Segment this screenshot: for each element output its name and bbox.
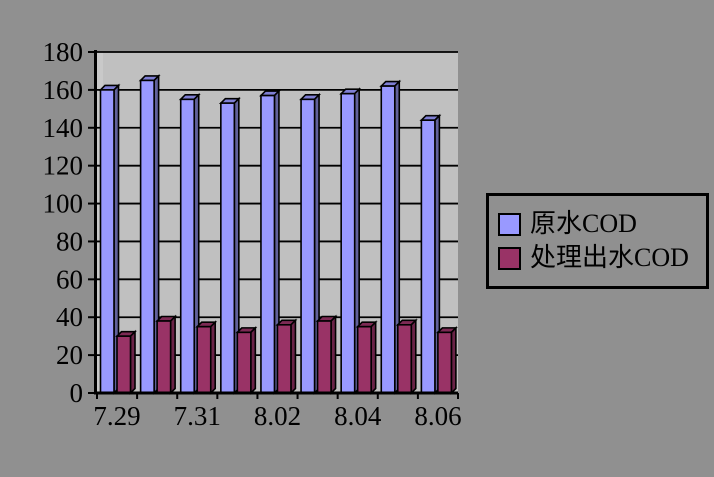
svg-text:160: 160 [43,75,84,105]
svg-text:180: 180 [43,37,84,67]
svg-text:8.04: 8.04 [334,401,382,431]
svg-text:7.29: 7.29 [93,401,140,431]
svg-text:140: 140 [43,113,84,143]
bars-series-0 [98,73,442,395]
chart-legend: 原水COD 处理出水COD [486,193,709,289]
svg-text:100: 100 [43,189,84,219]
y-tick-labels: 0 20 40 60 80 100 120 140 160 180 [43,37,84,408]
x-axis [94,391,459,399]
svg-text:80: 80 [56,226,83,256]
svg-text:20: 20 [56,340,83,370]
svg-text:7.31: 7.31 [174,401,221,431]
legend-item-treated-water-cod: 处理出水COD [498,245,706,271]
legend-swatch-treated-water-cod [498,246,521,270]
legend-swatch-raw-water-cod [498,212,521,236]
legend-label-treated-water-cod: 处理出水COD [530,243,689,272]
svg-text:8.06: 8.06 [414,401,461,431]
x-tick-labels: 7.29 7.31 8.02 8.04 8.06 [93,401,461,431]
bars-series-1 [115,314,458,395]
legend-item-raw-water-cod: 原水COD [498,211,706,237]
svg-text:120: 120 [43,151,84,181]
y-axis [88,50,97,394]
svg-text:0: 0 [70,378,84,408]
svg-text:40: 40 [56,302,83,332]
svg-text:60: 60 [56,264,83,294]
svg-text:8.02: 8.02 [254,401,301,431]
legend-label-raw-water-cod: 原水COD [530,209,637,238]
